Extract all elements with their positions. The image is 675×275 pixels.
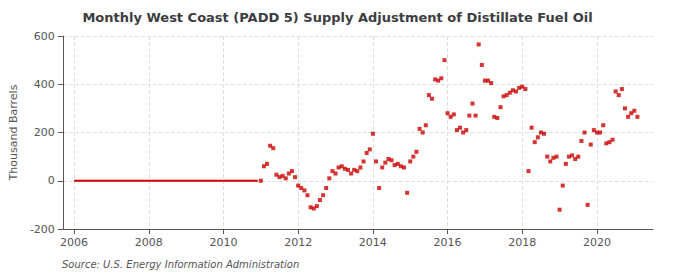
svg-text:600: 600 — [34, 30, 55, 43]
svg-text:2018: 2018 — [508, 236, 536, 249]
svg-text:2006: 2006 — [60, 236, 88, 249]
svg-text:Source: U.S. Energy Informatio: Source: U.S. Energy Information Administ… — [62, 259, 299, 270]
svg-text:2020: 2020 — [583, 236, 611, 249]
svg-text:2008: 2008 — [135, 236, 163, 249]
svg-text:-200: -200 — [30, 223, 55, 236]
svg-text:0: 0 — [48, 174, 55, 187]
svg-text:2010: 2010 — [209, 236, 237, 249]
svg-text:2016: 2016 — [434, 236, 462, 249]
svg-text:2014: 2014 — [359, 236, 387, 249]
svg-text:Thousand Barrels: Thousand Barrels — [7, 84, 20, 181]
svg-text:400: 400 — [34, 78, 55, 91]
svg-text:2012: 2012 — [284, 236, 312, 249]
svg-text:Monthly West Coast (PADD 5) Su: Monthly West Coast (PADD 5) Supply Adjus… — [82, 10, 592, 25]
svg-text:200: 200 — [34, 126, 55, 139]
